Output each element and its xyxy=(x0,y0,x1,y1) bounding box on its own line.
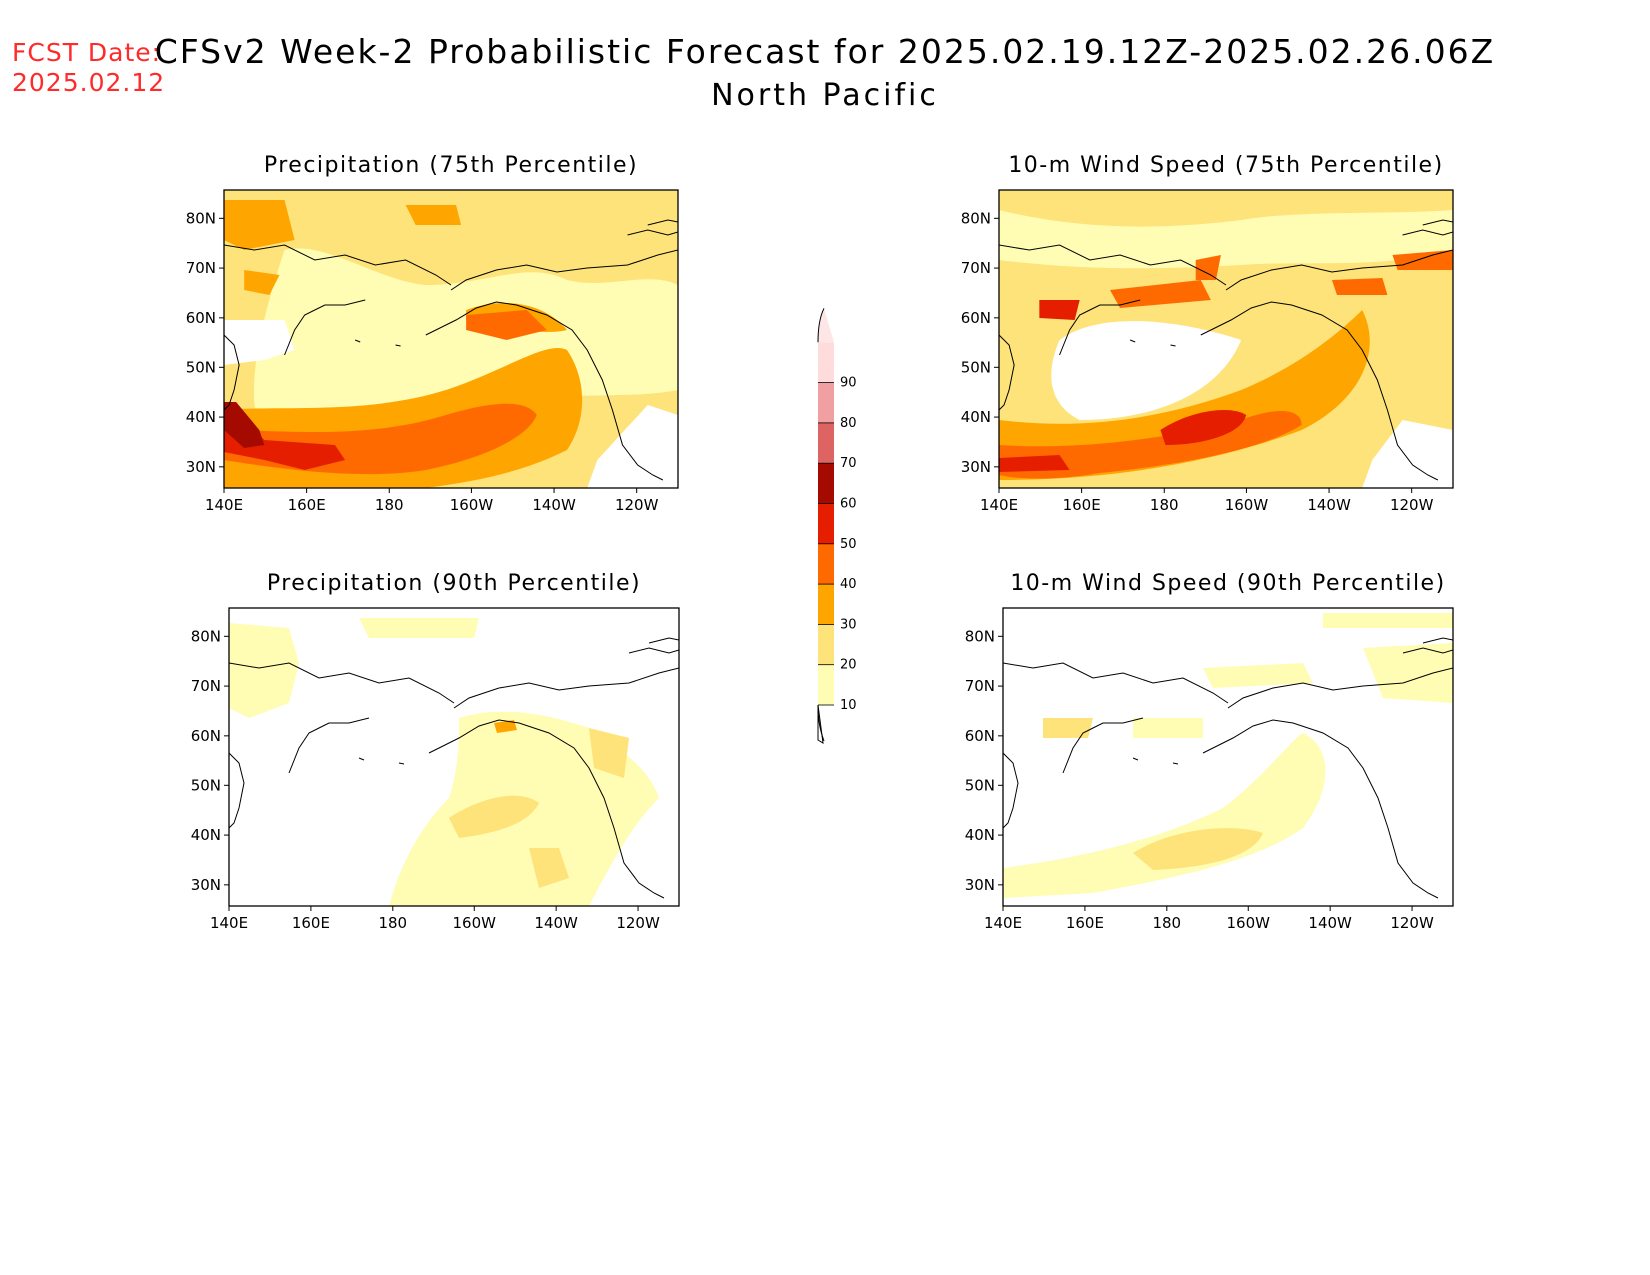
colorbar-swatch xyxy=(818,422,834,464)
colorbar-label: 90 xyxy=(840,376,857,391)
colorbar-label: 70 xyxy=(840,456,857,471)
panel-title: 10-m Wind Speed (75th Percentile) xyxy=(1008,153,1443,178)
panel-title: Precipitation (90th Percentile) xyxy=(267,571,641,596)
map-frame xyxy=(223,189,679,489)
lon-tick-label: 120W xyxy=(1390,496,1434,514)
colorbar-swatch xyxy=(818,382,834,423)
lat-tick-label: 70N xyxy=(186,259,216,277)
map-fill xyxy=(999,190,1453,488)
map-panel-4: 10-m Wind Speed (90th Percentile) 140E 160… xyxy=(965,571,1454,932)
lon-tick-label: 140E xyxy=(980,496,1018,514)
lat-tick-label: 70N xyxy=(961,259,991,277)
lat-tick-label: 30N xyxy=(965,876,995,894)
colorbar-label: 20 xyxy=(840,658,857,673)
lon-tick-label: 160W xyxy=(1225,496,1269,514)
lon-tick-label: 160E xyxy=(1063,496,1101,514)
lat-tick-label: 50N xyxy=(186,358,216,376)
lat-tick-label: 40N xyxy=(186,408,216,426)
colorbar-label: 40 xyxy=(840,577,857,592)
map-frame xyxy=(228,607,680,907)
lat-tick-label: 40N xyxy=(961,408,991,426)
lat-tick-label: 40N xyxy=(965,826,995,844)
colorbar-label: 10 xyxy=(840,698,857,713)
lon-tick-label: 140E xyxy=(210,914,248,932)
lon-tick-label: 180 xyxy=(1152,914,1181,932)
colorbar-swatch xyxy=(818,503,834,544)
fcst-label: FCST Date: xyxy=(12,38,162,67)
lon-tick-label: 160W xyxy=(1227,914,1271,932)
lat-tick-label: 30N xyxy=(961,458,991,476)
lon-tick-label: 180 xyxy=(1150,496,1179,514)
lat-tick-label: 50N xyxy=(965,776,995,794)
lon-tick-label: 160E xyxy=(292,914,330,932)
lat-tick-label: 80N xyxy=(961,209,991,227)
map-panel-1: Precipitation (75th Percentile) 140E 160E 1… xyxy=(186,153,679,514)
colorbar-swatch xyxy=(818,543,834,585)
lon-tick-label: 180 xyxy=(375,496,404,514)
lon-tick-label: 140E xyxy=(205,496,243,514)
colorbar-swatch xyxy=(818,584,834,625)
lat-tick-label: 60N xyxy=(965,727,995,745)
lat-tick-label: 60N xyxy=(191,727,221,745)
region-title: North Pacific xyxy=(711,78,939,113)
lat-tick-label: 80N xyxy=(965,627,995,645)
forecast-date-label: FCST Date: 2025.02.12 xyxy=(12,38,165,98)
fcst-date: 2025.02.12 xyxy=(12,68,166,97)
lon-tick-label: 140W xyxy=(1307,496,1351,514)
lon-tick-label: 160W xyxy=(450,496,494,514)
lat-tick-label: 70N xyxy=(965,677,995,695)
colorbar-swatch xyxy=(818,624,834,665)
lat-tick-label: 60N xyxy=(961,309,991,327)
map-fill xyxy=(1003,608,1453,906)
panel-title: 10-m Wind Speed (90th Percentile) xyxy=(1010,571,1445,596)
colorbar-label: 80 xyxy=(840,416,857,431)
lat-tick-label: 60N xyxy=(186,309,216,327)
lon-tick-label: 160W xyxy=(453,914,497,932)
lon-tick-label: 180 xyxy=(378,914,407,932)
lon-tick-label: 160E xyxy=(1066,914,1104,932)
map-panel-3: Precipitation (90th Percentile) 140E 160E 1… xyxy=(191,571,680,932)
lon-tick-label: 140E xyxy=(984,914,1022,932)
lon-tick-label: 140W xyxy=(532,496,576,514)
lon-tick-label: 140W xyxy=(534,914,578,932)
lon-tick-label: 160E xyxy=(288,496,326,514)
lat-tick-label: 80N xyxy=(186,209,216,227)
map-panel-2: 10-m Wind Speed (75th Percentile) 140E 160… xyxy=(961,153,1454,514)
page-title: CFSv2 Week-2 Probabilistic Forecast for … xyxy=(154,32,1496,71)
lon-tick-label: 120W xyxy=(616,914,660,932)
lat-tick-label: 50N xyxy=(191,776,221,794)
map-frame xyxy=(998,189,1454,489)
lon-tick-label: 120W xyxy=(615,496,659,514)
panel-title: Precipitation (75th Percentile) xyxy=(264,153,638,178)
lon-tick-label: 120W xyxy=(1390,914,1434,932)
map-fill xyxy=(229,608,679,906)
lat-tick-label: 30N xyxy=(191,876,221,894)
colorbar-swatch xyxy=(818,342,834,383)
lat-tick-label: 70N xyxy=(191,677,221,695)
colorbar-label: 50 xyxy=(840,537,857,552)
lon-tick-label: 140W xyxy=(1308,914,1352,932)
lat-tick-label: 30N xyxy=(186,458,216,476)
lat-tick-label: 80N xyxy=(191,627,221,645)
map-frame xyxy=(1002,607,1454,907)
colorbar-label: 30 xyxy=(840,617,857,632)
colorbar-swatch xyxy=(818,664,834,705)
colorbar: 10 20 30 40 50 60 70 80 90 xyxy=(817,308,857,744)
colorbar-label: 60 xyxy=(840,497,857,512)
lat-tick-label: 40N xyxy=(191,826,221,844)
colorbar-swatch xyxy=(818,463,834,504)
lat-tick-label: 50N xyxy=(961,358,991,376)
map-fill xyxy=(224,190,678,488)
